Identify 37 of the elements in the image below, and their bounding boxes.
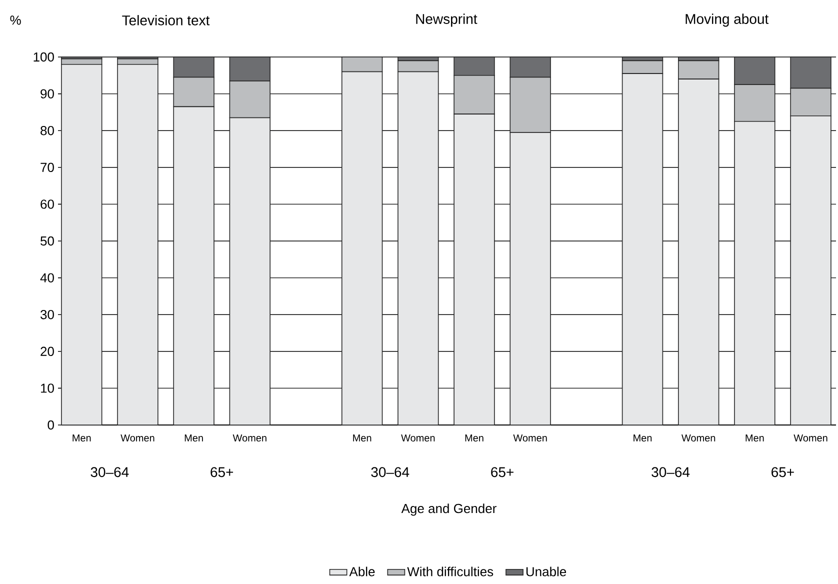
x-tick-label: Women (682, 434, 716, 442)
x-tick-label: Men (465, 434, 484, 442)
legend-label: Unable (526, 566, 566, 576)
text: Moving about (686, 14, 769, 27)
text: Television text (122, 15, 210, 26)
y-tick-label: 0 (48, 420, 54, 430)
x-tick-label: Women (794, 434, 828, 442)
y-tick-label: 40 (40, 273, 54, 282)
y-tick-label: 20 (40, 346, 54, 356)
x-tick-label: Men (634, 434, 652, 442)
x-tick-label: Women (401, 434, 435, 442)
x-tick-label: Women (513, 434, 547, 442)
y-tick-label: 90 (40, 89, 54, 98)
text: 65+ (210, 467, 234, 478)
y-tick-label: 80 (40, 126, 54, 136)
x-tick-label: Men (72, 434, 91, 442)
y-tick-label: 50 (40, 236, 54, 246)
y-tick-label: 100 (34, 52, 54, 62)
x-tick-label: Men (353, 434, 372, 442)
text: 30–64 (652, 467, 690, 478)
y-axis-title: % (10, 16, 21, 25)
text: 65+ (772, 467, 794, 478)
x-tick-label: Women (232, 434, 266, 442)
y-tick-label: 60 (40, 200, 54, 209)
y-tick-label: 30 (40, 310, 54, 320)
legend-label: Able (349, 566, 375, 576)
text: 65+ (491, 467, 514, 478)
legend-label: With difficulties (407, 566, 494, 576)
x-axis-title: Age and Gender (401, 504, 496, 516)
x-tick-label: Men (746, 434, 764, 442)
y-tick-label: 10 (40, 384, 54, 393)
text: 30–64 (90, 467, 129, 478)
x-tick-label: Women (120, 434, 154, 442)
x-tick-label: Men (184, 434, 203, 442)
text: 30–64 (371, 467, 410, 478)
text: Newsprint (416, 14, 478, 27)
y-tick-label: 70 (40, 162, 54, 172)
